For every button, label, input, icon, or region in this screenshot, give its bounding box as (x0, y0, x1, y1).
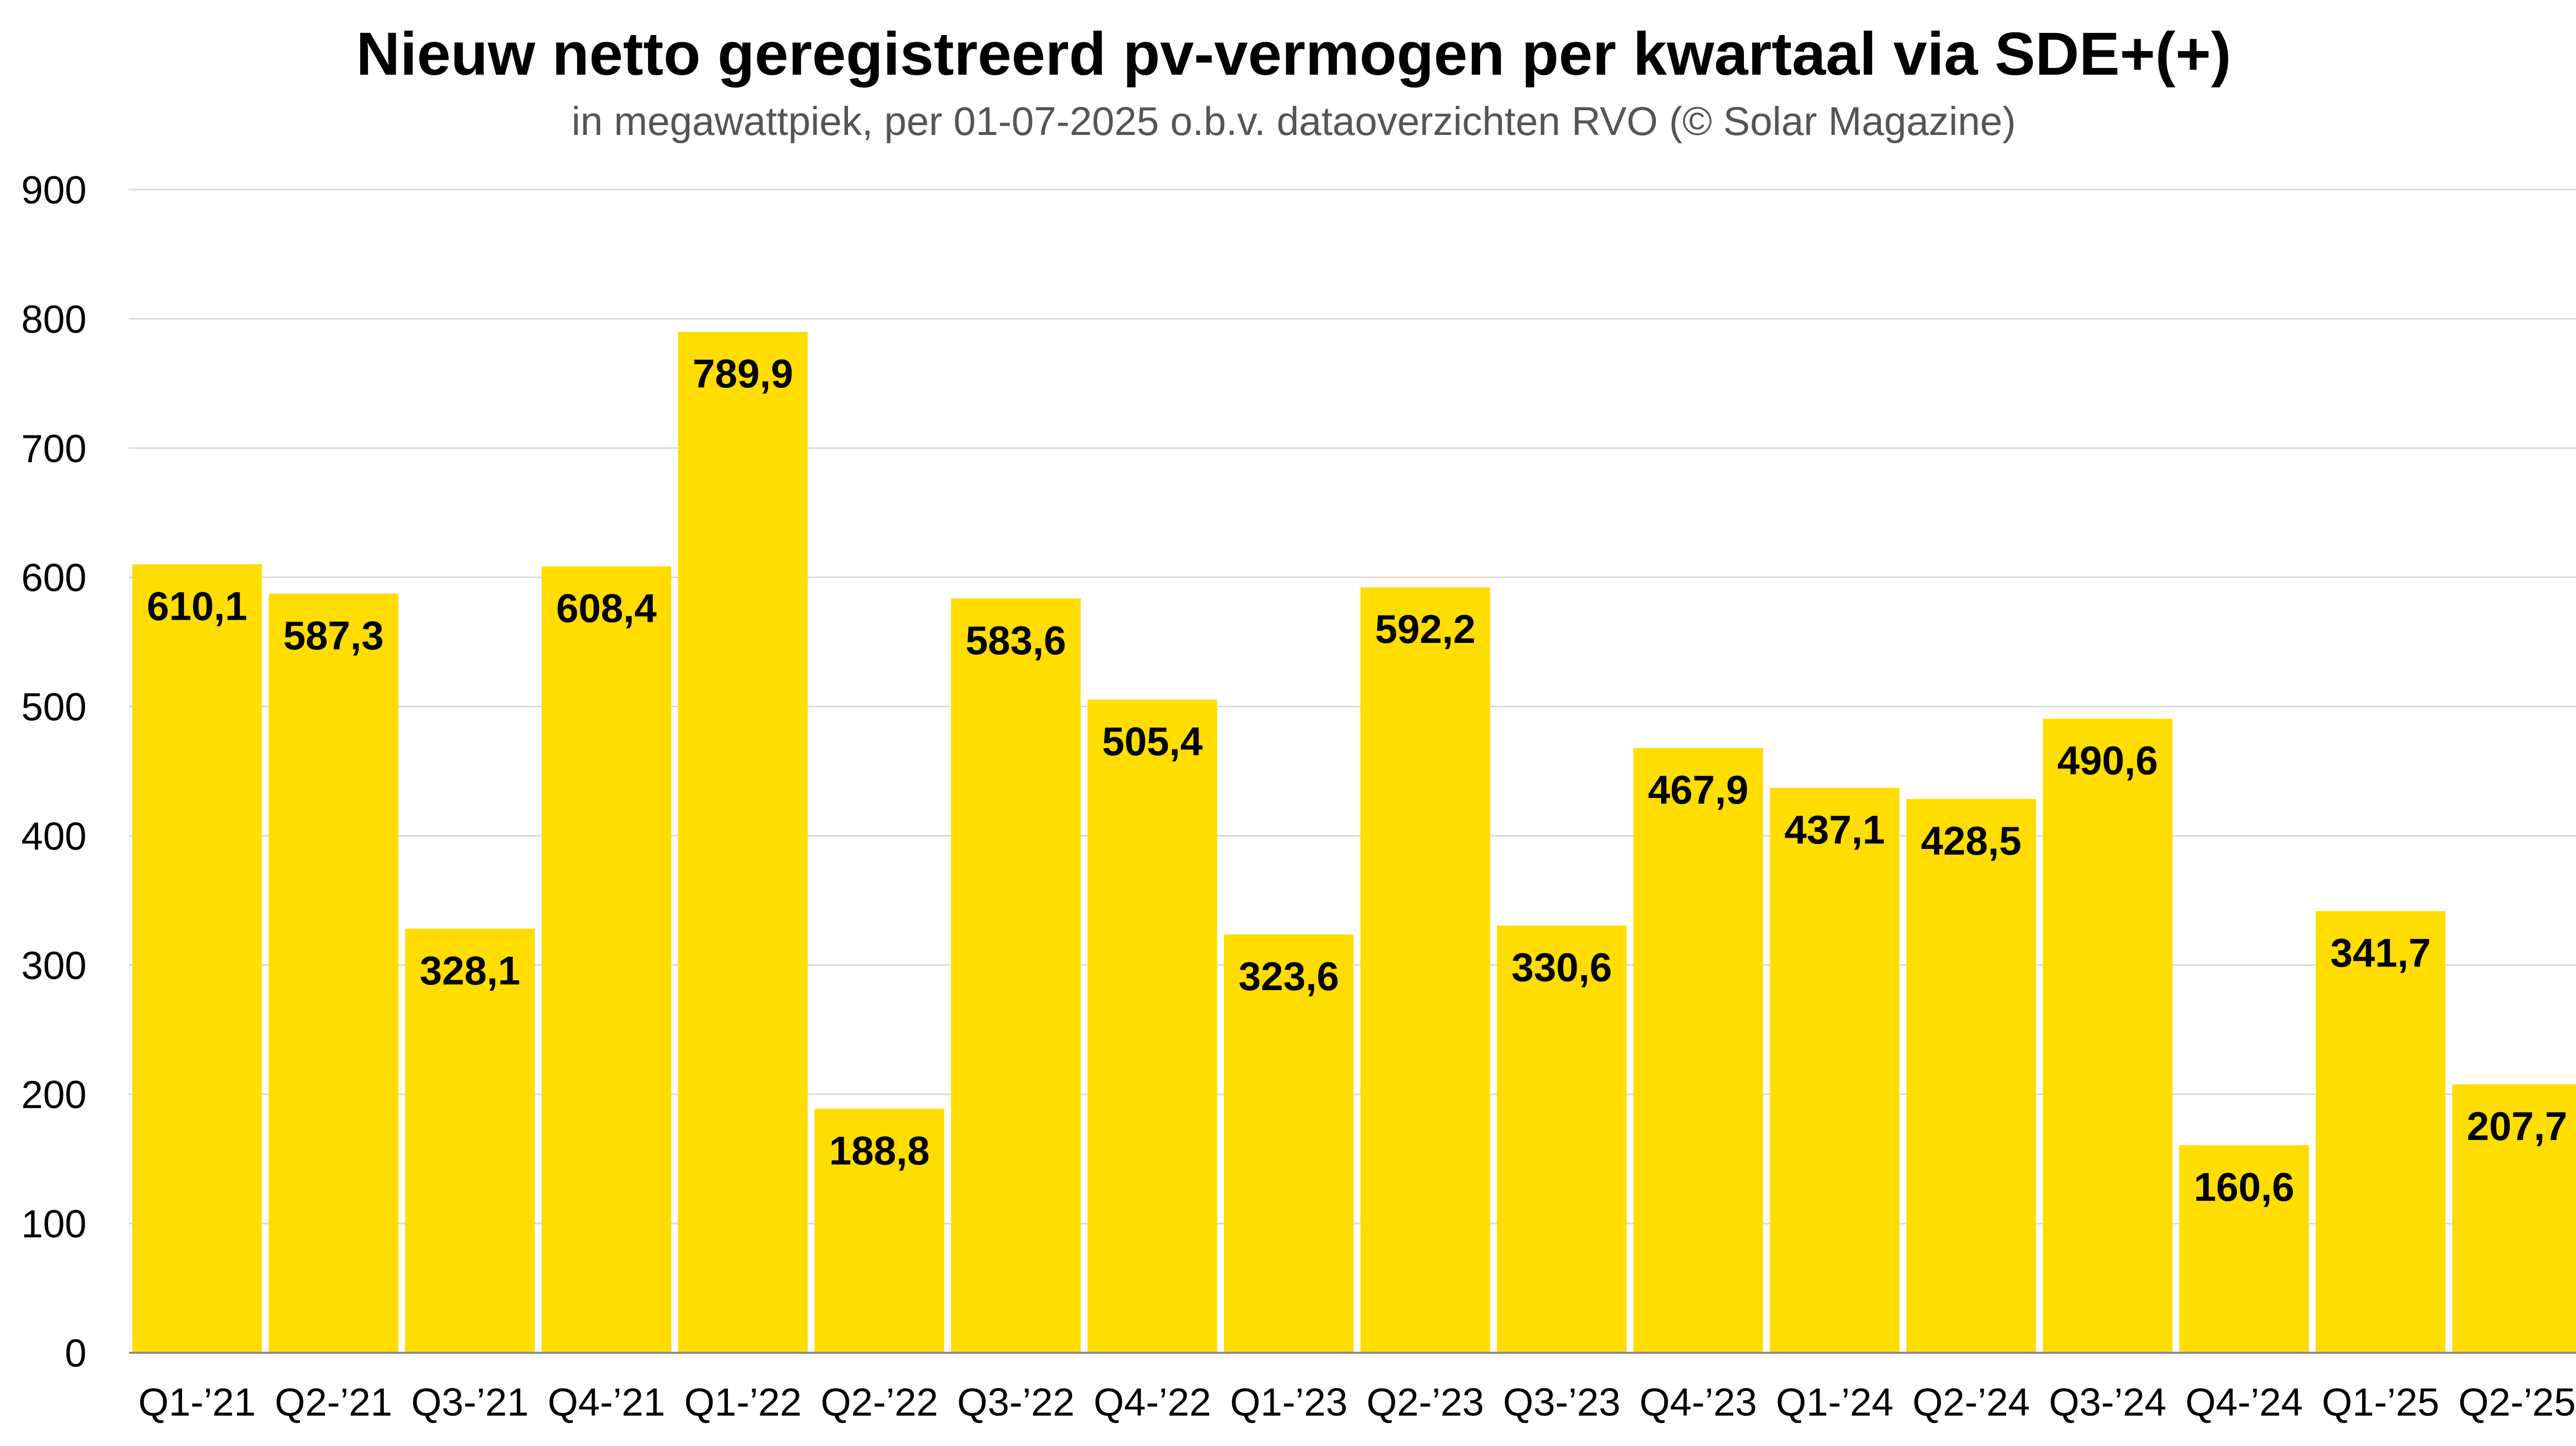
bar (1633, 748, 1764, 1353)
data-label: 467,9 (1648, 767, 1749, 812)
bar (678, 332, 808, 1353)
bar (2452, 1084, 2576, 1353)
data-label: 490,6 (2057, 738, 2158, 783)
x-tick-label: Q3-’22 (957, 1381, 1075, 1424)
x-tick-label: Q2-’25 (2458, 1381, 2575, 1424)
data-label: 610,1 (147, 583, 247, 628)
bar (268, 593, 399, 1353)
data-label: 328,1 (420, 948, 520, 993)
bar (815, 1109, 944, 1353)
x-tick-label: Q2-’24 (1912, 1381, 2030, 1424)
data-label: 789,9 (692, 351, 793, 396)
x-tick-label: Q2-’21 (275, 1381, 392, 1424)
x-tick-label: Q1-’25 (2322, 1381, 2439, 1424)
bars (132, 332, 2576, 1353)
bar (2043, 719, 2173, 1353)
x-tick-label: Q3-’21 (411, 1381, 529, 1424)
chart-subtitle: in megawattpiek, per 01-07-2025 o.b.v. d… (571, 98, 2015, 144)
bar (132, 564, 262, 1353)
x-tick-label: Q1-’22 (684, 1381, 802, 1424)
data-label: 188,8 (829, 1128, 929, 1173)
bar (1224, 934, 1354, 1353)
y-tick-label: 600 (21, 556, 87, 600)
data-labels: 610,1 587,3 328,1 608,4 789,9 188,8 583,6 505,4… (147, 351, 2567, 1210)
data-label: 207,7 (2467, 1103, 2567, 1149)
bar (1906, 798, 2036, 1353)
bar (1770, 788, 1900, 1353)
y-tick-label: 500 (21, 686, 87, 729)
data-label: 160,6 (2194, 1164, 2294, 1210)
x-tick-label: Q1-’23 (1230, 1381, 1347, 1424)
x-tick-label: Q3-’24 (2049, 1381, 2166, 1424)
y-tick-label: 300 (21, 944, 87, 988)
x-tick-label: Q3-’23 (1503, 1381, 1620, 1424)
bar (1360, 587, 1490, 1353)
x-tick-label: Q1-’24 (1776, 1381, 1893, 1424)
bar (1087, 700, 1217, 1353)
data-label: 330,6 (1512, 945, 1612, 990)
y-tick-label: 700 (21, 427, 87, 471)
y-tick-label: 400 (21, 814, 87, 858)
x-tick-label: Q2-’22 (821, 1381, 938, 1424)
x-tick-label: Q4-’22 (1094, 1381, 1211, 1424)
bar (951, 598, 1081, 1353)
bar (2179, 1145, 2309, 1353)
data-label: 587,3 (283, 613, 384, 658)
y-tick-label: 100 (21, 1202, 87, 1246)
bar (1497, 925, 1627, 1353)
y-tick-label: 200 (21, 1073, 87, 1117)
x-tick-label: Q2-’23 (1366, 1381, 1484, 1424)
y-tick-label: 900 (21, 168, 87, 212)
bar (405, 928, 535, 1353)
x-tick-label: Q4-’21 (548, 1381, 665, 1424)
x-tick-label: Q4-’24 (2185, 1381, 2303, 1424)
data-label: 592,2 (1375, 606, 1476, 652)
y-axis-ticks: 0 100 200 300 400 500 600 700 800 900 (21, 168, 87, 1375)
data-label: 583,6 (965, 618, 1066, 663)
chart-title: Nieuw netto geregistreerd pv-vermogen pe… (356, 20, 2231, 88)
bar (2315, 911, 2446, 1353)
data-label: 437,1 (1785, 807, 1885, 852)
data-label: 505,4 (1102, 719, 1202, 764)
bar (541, 566, 671, 1353)
data-label: 341,7 (2330, 930, 2431, 976)
x-axis-ticks: Q1-’21 Q2-’21 Q3-’21 Q4-’21 Q1-’22 Q2-’22 Q3-’… (138, 1381, 2575, 1424)
y-tick-label: 800 (21, 298, 87, 342)
data-label: 323,6 (1239, 954, 1339, 999)
x-tick-label: Q4-’23 (1639, 1381, 1757, 1424)
x-tick-label: Q1-’21 (138, 1381, 256, 1424)
y-tick-label: 0 (65, 1332, 87, 1375)
data-label: 608,4 (556, 586, 657, 631)
gridlines (129, 189, 2576, 1224)
data-label: 428,5 (1921, 818, 2021, 863)
